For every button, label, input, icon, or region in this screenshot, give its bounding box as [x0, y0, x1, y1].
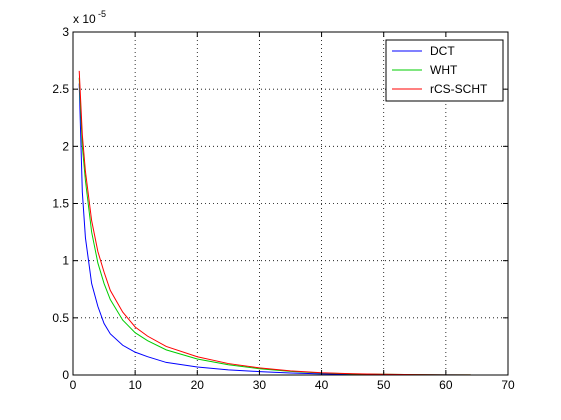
x-tick-label: 70: [501, 378, 515, 392]
tick-labels: 0 10 20 30 40 50 60 70 0 0.5 1 1.5 2 2.5 3: [52, 25, 515, 392]
x-tick-label: 50: [377, 378, 391, 392]
x-tick-label: 20: [191, 378, 205, 392]
y-tick-label: 2.5: [52, 82, 69, 96]
y-tick-label: 1.5: [52, 197, 69, 211]
y-multiplier-exponent: -5: [98, 9, 106, 19]
x-tick-label: 30: [253, 378, 267, 392]
y-tick-label: 3: [62, 25, 69, 39]
series-lines: [78, 70, 471, 376]
x-tick-label: 0: [70, 378, 77, 392]
grid: [73, 32, 508, 375]
y-multiplier-base: x 10: [73, 12, 96, 26]
x-tick-label: 40: [315, 378, 329, 392]
legend-label-rcs-scht: rCS-SCHT: [430, 82, 488, 96]
legend-label-dct: DCT: [430, 44, 455, 58]
legend-label-wht: WHT: [430, 63, 458, 77]
y-tick-label: 2: [62, 139, 69, 153]
y-tick-label: 1: [62, 254, 69, 268]
y-tick-label: 0: [62, 368, 69, 382]
axis-ticks: [72, 31, 509, 376]
x-tick-label: 10: [128, 378, 142, 392]
series-line-rcs-scht: [78, 70, 471, 376]
legend: DCT WHT rCS-SCHT: [385, 39, 504, 102]
x-tick-label: 60: [439, 378, 453, 392]
y-tick-label: 0.5: [52, 311, 69, 325]
